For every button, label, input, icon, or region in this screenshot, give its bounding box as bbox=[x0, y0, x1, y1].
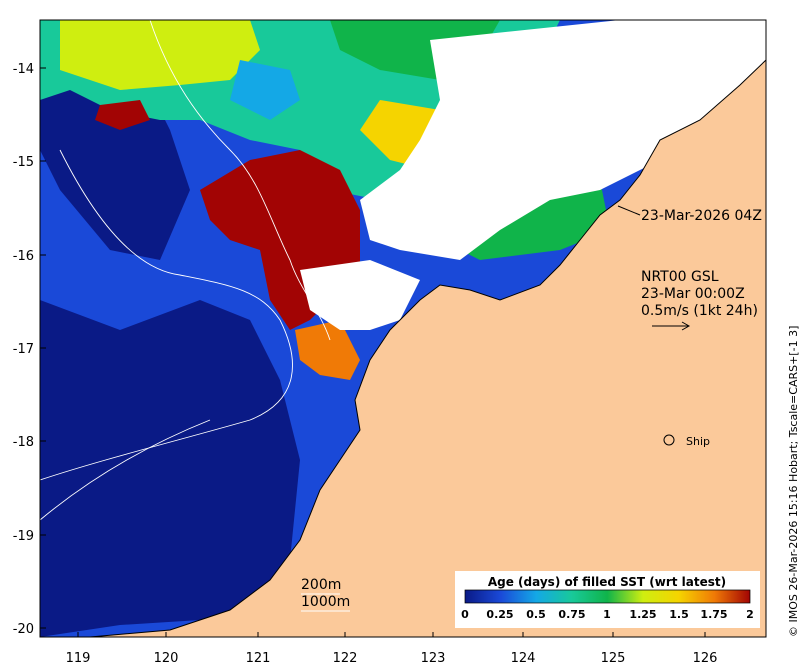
colorbar-tick: 1.25 bbox=[629, 608, 656, 621]
current-time: 23-Mar 00:00Z bbox=[641, 286, 745, 302]
lat-axis: -14 -15 -16 -17 -18 -19 -20 bbox=[13, 62, 46, 637]
land-mass bbox=[89, 59, 766, 637]
lon-tick-label: 120 bbox=[154, 651, 179, 666]
current-title: NRT00 GSL bbox=[641, 269, 719, 285]
lon-tick-label: 125 bbox=[601, 651, 626, 666]
contour-1000m bbox=[40, 149, 293, 481]
lat-tick-label: -18 bbox=[13, 435, 34, 450]
lon-tick-label: 126 bbox=[693, 651, 718, 666]
contour-1000m-label: 1000m bbox=[301, 594, 350, 610]
contour-200m bbox=[149, 20, 331, 341]
ocean-red-patch-small bbox=[95, 100, 150, 130]
no-data-white-north bbox=[360, 20, 766, 260]
colorbar-tick: 1 bbox=[603, 608, 611, 621]
lat-tick-label: -19 bbox=[13, 529, 34, 544]
sst-time-label: 23-Mar-2026 04Z bbox=[641, 208, 762, 224]
lon-tick-label: 124 bbox=[511, 651, 536, 666]
ocean-yellow-patch-west bbox=[60, 20, 260, 90]
sst-time-pointer bbox=[617, 205, 641, 216]
current-scale-arrow bbox=[652, 321, 691, 331]
lat-tick-label: -15 bbox=[13, 155, 34, 170]
lon-tick-label: 122 bbox=[333, 651, 358, 666]
credit-text: © IMOS 26-Mar-2026 15:16 Hobart; Tscale=… bbox=[787, 326, 800, 637]
ocean-orange-patch bbox=[295, 320, 360, 380]
colorbar-bar bbox=[464, 589, 751, 604]
ocean-deep-blue-south bbox=[40, 300, 300, 637]
colorbar-tick: 2 bbox=[746, 608, 754, 621]
lat-tick-label: -20 bbox=[13, 622, 34, 637]
lon-tick-label: 121 bbox=[246, 651, 271, 666]
colorbar-tick: 1.5 bbox=[669, 608, 689, 621]
map-plot-area bbox=[40, 20, 766, 637]
lat-tick-label: -17 bbox=[13, 342, 34, 357]
current-scale-label: 0.5m/s (1kt 24h) bbox=[641, 303, 758, 319]
colorbar-tick: 1.75 bbox=[700, 608, 727, 621]
lat-tick-label: -16 bbox=[13, 249, 34, 264]
lon-axis: 119 120 121 122 123 124 125 126 bbox=[66, 632, 718, 666]
colorbar-tick: 0.25 bbox=[486, 608, 513, 621]
colorbar: Age (days) of filled SST (wrt latest) 0 … bbox=[455, 571, 760, 628]
contour-200m-label: 200m bbox=[301, 577, 341, 593]
no-data-white-central bbox=[300, 260, 420, 330]
ocean-cyan-patch bbox=[230, 60, 300, 120]
map-frame bbox=[39, 19, 767, 638]
colorbar-tick: 0 bbox=[461, 608, 469, 621]
lon-tick-label: 119 bbox=[66, 651, 91, 666]
colorbar-tick: 0.75 bbox=[558, 608, 585, 621]
ship-marker-icon bbox=[663, 434, 675, 446]
colorbar-title: Age (days) of filled SST (wrt latest) bbox=[488, 575, 726, 589]
colorbar-tick: 0.5 bbox=[526, 608, 546, 621]
contour-1000m-south bbox=[40, 419, 211, 521]
lat-tick-label: -14 bbox=[13, 62, 34, 77]
lon-tick-label: 123 bbox=[421, 651, 446, 666]
ship-label: Ship bbox=[686, 435, 710, 448]
